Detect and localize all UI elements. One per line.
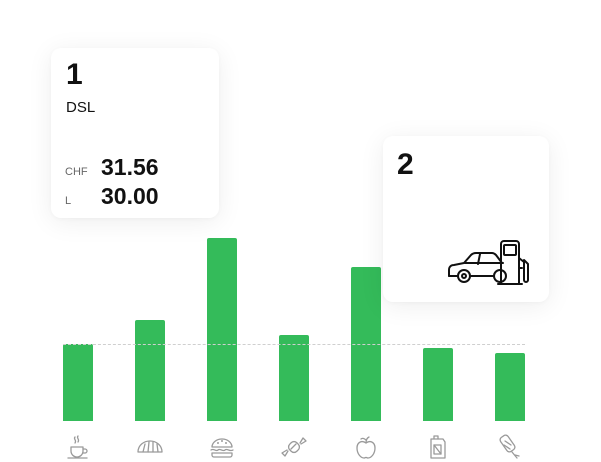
fuel-type-label: DSL (66, 99, 96, 116)
car-fuel-pump-icon (445, 238, 529, 290)
bar-candy[interactable] (279, 334, 309, 421)
ice-cream-icon[interactable] (495, 432, 525, 462)
card-number: 2 (397, 148, 414, 181)
bar-fuel[interactable] (423, 347, 453, 421)
bread-icon[interactable] (135, 432, 165, 462)
candy-icon[interactable] (279, 432, 309, 462)
currency-label: CHF (65, 166, 88, 178)
apple-icon[interactable] (351, 432, 381, 462)
bar-coffee[interactable] (63, 344, 93, 421)
amount-value: 31.56 (101, 154, 159, 180)
transaction-card-1[interactable]: 1 DSL CHF 31.56 L 30.00 (51, 48, 219, 218)
burger-icon[interactable] (207, 432, 237, 462)
volume-value: 30.00 (101, 183, 159, 209)
coffee-cup-icon[interactable] (63, 432, 93, 462)
volume-unit-label: L (65, 195, 72, 207)
card-number: 1 (66, 58, 83, 91)
bar-burger[interactable] (207, 238, 237, 421)
fuel-canister-icon[interactable] (423, 432, 453, 462)
average-line (63, 344, 525, 346)
transaction-card-2[interactable]: 2 (383, 136, 549, 302)
bar-ice-cream[interactable] (495, 353, 525, 421)
bar-bread[interactable] (135, 320, 165, 421)
